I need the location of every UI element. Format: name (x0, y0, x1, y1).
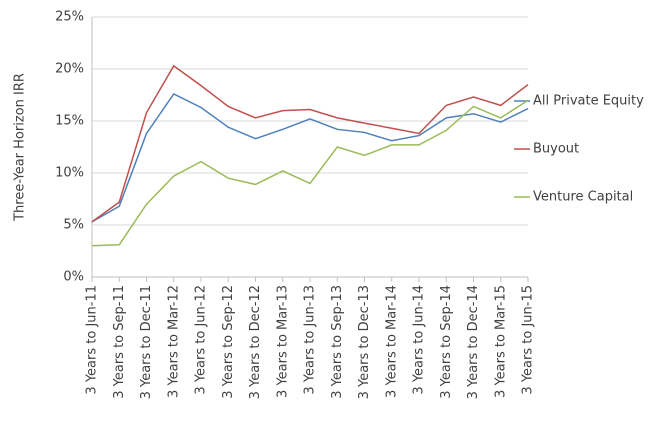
legend-label: Buyout (533, 142, 579, 157)
x-tick-label: 3 Years to Jun-12 (194, 285, 209, 395)
y-tick-label: 0% (63, 270, 84, 285)
x-tick-label: 3 Years to Jun-15 (521, 285, 536, 395)
y-tick-label: 10% (55, 166, 84, 181)
x-tick-label: 3 Years to Sep-12 (221, 285, 236, 399)
x-tick-label: 3 Years to Dec-11 (139, 285, 154, 399)
x-tick-label: 3 Years to Sep-13 (330, 285, 345, 399)
series-line (91, 99, 529, 247)
y-tick-label: 15% (55, 114, 84, 129)
x-tick-label: 3 Years to Sep-14 (439, 285, 454, 399)
x-tick-label: 3 Years to Mar-13 (275, 285, 290, 398)
x-tick-label: 3 Years to Mar-14 (384, 285, 399, 398)
x-tick-label: 3 Years to Dec-13 (357, 285, 372, 399)
x-tick-label: 3 Years to Jun-13 (303, 285, 318, 395)
legend-label: All Private Equity (533, 94, 644, 109)
legend-label: Venture Capital (533, 190, 633, 205)
y-tick-label: 25% (55, 10, 84, 25)
x-tick-label: 3 Years to Mar-12 (166, 285, 181, 398)
y-axis-label: Three-Year Horizon IRR (13, 73, 28, 222)
series-line (91, 92, 529, 223)
x-tick-label: 3 Years to Dec-12 (248, 285, 263, 399)
x-tick-label: 3 Years to Mar-15 (493, 285, 508, 398)
y-tick-label: 5% (63, 218, 84, 233)
x-tick-label: 3 Years to Dec-14 (466, 285, 481, 399)
x-tick-label: 3 Years to Sep-11 (112, 285, 127, 399)
x-tick-label: 3 Years to Jun-14 (412, 285, 427, 395)
x-tick-label: 3 Years to Jun-11 (85, 285, 100, 395)
y-tick-label: 20% (55, 62, 84, 77)
series-line (91, 64, 529, 223)
